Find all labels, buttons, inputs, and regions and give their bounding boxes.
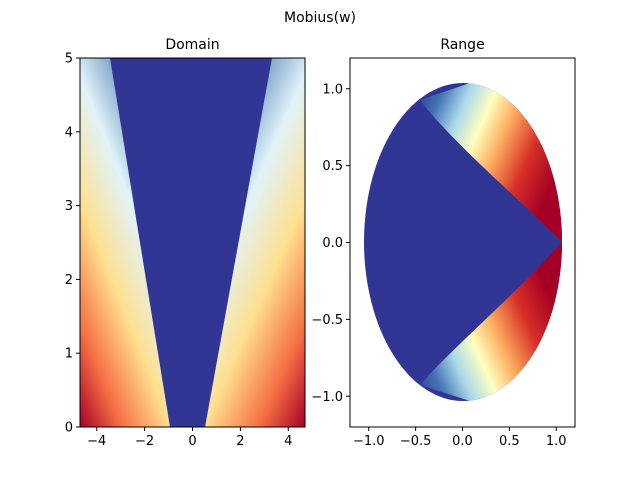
range-ytick-label: 0.5 <box>322 159 343 174</box>
range-ytick-label: −1.0 <box>311 390 343 405</box>
domain-ytick-label: 3 <box>65 199 73 214</box>
domain-xtick-label: 2 <box>236 434 244 449</box>
range-xtick-label: 0.5 <box>499 434 520 449</box>
range-xtick-label: −0.5 <box>400 434 432 449</box>
domain-xtick-label: −2 <box>135 434 154 449</box>
range-xticks: −1.0 −0.5 0.0 0.5 1.0 <box>353 427 567 449</box>
range-upper-band <box>420 83 562 242</box>
range-xtick-label: 1.0 <box>546 434 567 449</box>
domain-left-wedge <box>80 58 170 427</box>
domain-center-wedge <box>110 58 272 427</box>
domain-ytick-label: 0 <box>65 421 73 436</box>
range-title: Range <box>440 37 484 53</box>
domain-title: Domain <box>165 37 219 53</box>
domain-ytick-label: 1 <box>65 347 73 362</box>
range-ytick-label: −0.5 <box>311 313 343 328</box>
range-xtick-label: −1.0 <box>353 434 385 449</box>
domain-ytick-label: 5 <box>65 52 73 67</box>
range-axes: Range −1.0 −0.5 0.0 0.5 1.0 −1.0 −0.5 0.0 0.5 1.… <box>311 37 576 449</box>
range-lower-band <box>420 242 562 401</box>
domain-xticks: −4 −2 0 2 4 <box>87 427 292 449</box>
domain-xtick-label: 4 <box>284 434 292 449</box>
range-ytick-label: 0.0 <box>322 236 343 251</box>
range-ytick-label: 1.0 <box>322 82 343 97</box>
range-yticks: −1.0 −0.5 0.0 0.5 1.0 <box>311 82 350 405</box>
domain-ytick-label: 4 <box>65 125 73 140</box>
domain-xtick-label: −4 <box>87 434 106 449</box>
domain-ytick-label: 2 <box>65 273 73 288</box>
range-xtick-label: 0.0 <box>452 434 473 449</box>
domain-yticks: 0 1 2 3 4 5 <box>65 52 80 436</box>
range-heatmap <box>364 83 562 401</box>
domain-right-wedge <box>205 58 305 427</box>
suptitle: Mobius(w) <box>284 10 356 26</box>
domain-axes: Domain −4 −2 0 2 4 0 1 2 3 4 5 <box>65 37 306 449</box>
domain-xtick-label: 0 <box>188 434 196 449</box>
domain-heatmap <box>80 58 305 427</box>
